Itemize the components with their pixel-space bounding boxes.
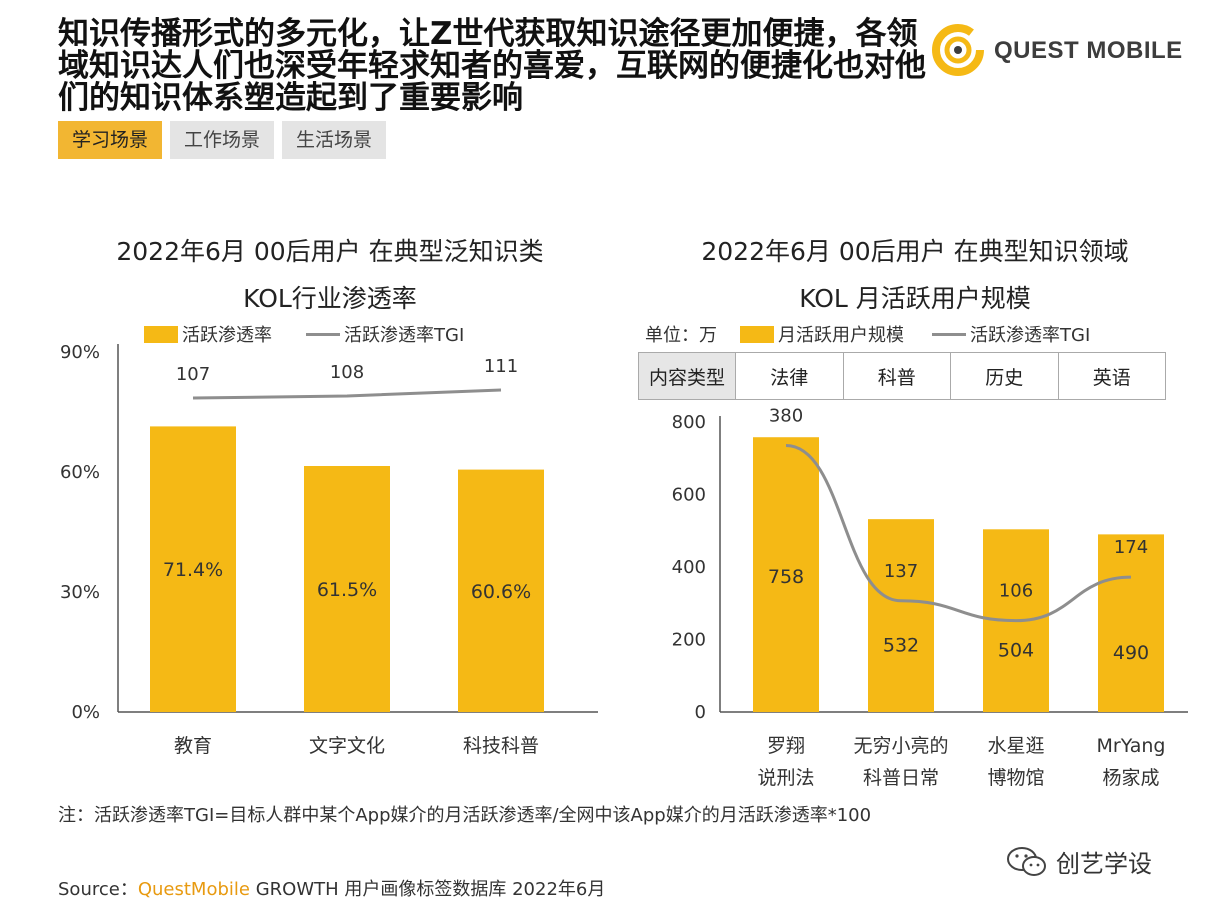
source-rest: GROWTH 用户画像标签数据库 2022年6月	[249, 879, 606, 900]
right-legend-bar: 月活跃用户规模	[740, 321, 904, 347]
right-y-tick-label: 800	[672, 412, 706, 433]
left-x-tick-label: 文字文化	[309, 735, 385, 757]
tab-study-scene[interactable]: 学习场景	[58, 121, 163, 159]
left-chart-title-line-1: 2022年6月 00后用户 在典型泛知识类	[116, 237, 544, 266]
right-legend-line: 活跃渗透率TGI	[932, 321, 1090, 347]
page-headline: 知识传播形式的多元化，让Z世代获取知识途径更加便捷，各领 域知识达人们也深受年轻…	[58, 18, 928, 114]
right-x-tick-label: 杨家成	[1102, 767, 1159, 789]
legend-bar-swatch	[144, 325, 178, 343]
right-y-tick-label: 0	[695, 702, 706, 723]
right-legend-bar-label: 月活跃用户规模	[778, 325, 904, 346]
left-chart-title-line-2: KOL行业渗透率	[243, 284, 417, 313]
left-legend-line-label: 活跃渗透率TGI	[344, 325, 465, 346]
left-y-tick-label: 60%	[60, 462, 100, 483]
wechat-watermark: 创艺学设	[1006, 844, 1152, 879]
left-tgi-label: 111	[484, 356, 518, 377]
left-legend-bar: 活跃渗透率	[144, 321, 272, 347]
right-tgi-label: 380	[769, 406, 803, 427]
right-unit-label: 单位：万	[645, 325, 717, 346]
logo-text: QUEST MOBILE	[994, 37, 1183, 64]
right-x-tick-label: 无穷小亮的	[853, 735, 948, 757]
right-y-tick-label: 200	[672, 630, 706, 651]
legend-line-swatch	[306, 332, 340, 336]
source-line: Source：QuestMobile GROWTH 用户画像标签数据库 2022…	[58, 875, 605, 901]
left-legend-bar-label: 活跃渗透率	[182, 325, 272, 346]
left-legend-line: 活跃渗透率TGI	[306, 321, 464, 347]
wechat-icon	[1007, 846, 1046, 876]
right-chart-title: 2022年6月 00后用户 在典型知识领域 KOL 月活跃用户规模	[655, 228, 1175, 322]
right-x-tick-label: 博物馆	[987, 767, 1044, 789]
left-tgi-label: 107	[176, 364, 210, 385]
left-tgi-line	[192, 388, 502, 400]
right-x-tick-label: MrYang	[1097, 735, 1166, 757]
legend-bar-swatch	[740, 325, 774, 343]
legend-line-swatch	[932, 332, 966, 336]
right-bar	[753, 437, 819, 712]
right-bar-value-label: 758	[768, 566, 804, 588]
left-bar	[458, 469, 544, 712]
watermark-text: 创艺学设	[1056, 850, 1152, 878]
right-bar	[868, 519, 934, 712]
left-bar	[304, 466, 390, 712]
right-bar	[1098, 534, 1164, 712]
left-y-tick-label: 90%	[60, 342, 100, 363]
right-x-tick-label: 科普日常	[863, 767, 939, 789]
right-bar-value-label: 504	[998, 640, 1034, 662]
headline-line-2: 域知识达人们也深受年轻求知者的喜爱，互联网的便捷化也对他	[58, 48, 926, 84]
right-x-tick-label: 罗翔	[767, 735, 805, 757]
right-chart-title-line-1: 2022年6月 00后用户 在典型知识领域	[701, 237, 1129, 266]
left-tgi-label: 108	[330, 362, 364, 383]
right-tgi-line	[785, 444, 1132, 623]
source-brand: QuestMobile	[137, 879, 250, 900]
scene-tabs: 学习场景 工作场景 生活场景	[58, 121, 387, 159]
left-bar-value-label: 60.6%	[471, 581, 531, 603]
source-prefix: Source：	[58, 879, 138, 900]
tab-work-scene[interactable]: 工作场景	[170, 121, 275, 159]
left-chart-title: 2022年6月 00后用户 在典型泛知识类 KOL行业渗透率	[60, 228, 600, 322]
right-y-tick-label: 600	[672, 485, 706, 506]
tab-life-scene[interactable]: 生活场景	[282, 121, 387, 159]
left-y-tick-label: 30%	[60, 582, 100, 603]
right-x-tick-label: 水星逛	[987, 735, 1044, 757]
left-bar-value-label: 71.4%	[163, 559, 223, 581]
right-chart-title-line-2: KOL 月活跃用户规模	[799, 284, 1031, 313]
content-type-history: 历史	[950, 352, 1059, 400]
content-type-english: 英语	[1057, 352, 1166, 400]
headline-line-3: 们的知识体系塑造起到了重要影响	[58, 80, 523, 116]
left-x-tick-label: 科技科普	[463, 735, 539, 757]
right-y-tick-label: 400	[672, 557, 706, 578]
right-tgi-label: 106	[999, 581, 1033, 602]
right-bar-value-label: 532	[883, 635, 919, 657]
right-tgi-label: 137	[884, 561, 918, 582]
left-bar	[150, 426, 236, 712]
left-y-tick-label: 0%	[71, 702, 100, 723]
right-tgi-label: 174	[1114, 537, 1148, 558]
right-bar-value-label: 490	[1113, 642, 1149, 664]
right-legend-line-label: 活跃渗透率TGI	[970, 325, 1091, 346]
quest-mobile-logo-icon	[932, 24, 984, 76]
footnote: 注：活跃渗透率TGI=目标人群中某个App媒介的月活跃渗透率/全网中该App媒介…	[58, 805, 872, 826]
content-type-header: 内容类型	[638, 352, 736, 400]
headline-line-1: 知识传播形式的多元化，让Z世代获取知识途径更加便捷，各领	[58, 16, 918, 52]
left-x-tick-label: 教育	[174, 735, 212, 757]
right-x-tick-label: 说刑法	[757, 767, 814, 789]
left-bar-value-label: 61.5%	[317, 579, 377, 601]
content-type-table: 内容类型 法律 科普 历史 英语	[638, 352, 1166, 400]
